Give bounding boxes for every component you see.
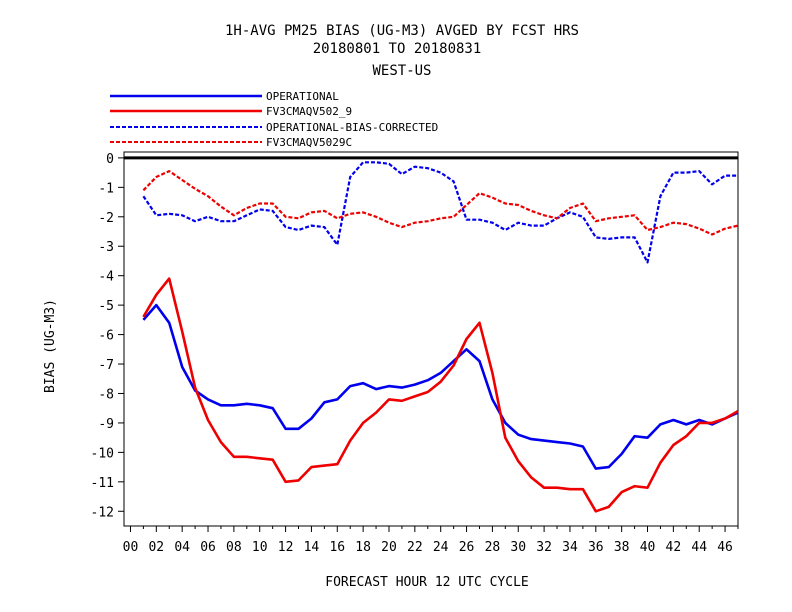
y-tick-label: -11 (91, 476, 114, 491)
y-tick-label: -5 (98, 299, 114, 314)
x-tick-label: 32 (536, 540, 552, 555)
x-axis-ticks: 00 02 04 06 08 10 12 14 16 18 20 22 24 26 28 30 32 34 36 38… (123, 526, 739, 555)
x-tick-label: 08 (226, 540, 242, 555)
chart-title-line-1: 1H-AVG PM25 BIAS (UG-M3) AVGED BY FCST H… (225, 23, 579, 39)
x-tick-label: 18 (355, 540, 371, 555)
legend-label: FV3CMAQV502_9 (266, 105, 352, 118)
series-lines (142, 161, 739, 513)
chart-title-line-3: WEST-US (372, 63, 431, 79)
y-tick-label: -10 (91, 446, 114, 461)
x-tick-label: 10 (252, 540, 268, 555)
x-tick-label: 28 (485, 540, 501, 555)
x-axis-label: FORECAST HOUR 12 UTC CYCLE (325, 575, 529, 590)
x-tick-label: 16 (329, 540, 345, 555)
plot-frame (123, 151, 739, 527)
x-tick-label: 36 (588, 540, 604, 555)
x-tick-label: 42 (666, 540, 682, 555)
series-line-1 (142, 303, 739, 470)
y-tick-label: -12 (91, 505, 114, 520)
chart-title: 1H-AVG PM25 BIAS (UG-M3) AVGED BY FCST H… (225, 23, 579, 79)
y-tick-label: -6 (98, 329, 114, 344)
y-tick-label: -9 (98, 417, 114, 432)
chart-title-line-2: 20180801 TO 20180831 (313, 41, 482, 57)
plot-area: 0 -1 -2 -3 -4 -5 -6 -7 -8 -9 -10 -11 -12 00 02 04 06 08 1… (91, 151, 739, 555)
x-tick-label: 00 (123, 540, 139, 555)
x-tick-label: 40 (640, 540, 656, 555)
series-line-2 (142, 277, 739, 513)
x-tick-label: 24 (433, 540, 449, 555)
x-tick-label: 34 (562, 540, 578, 555)
y-tick-label: -3 (98, 240, 114, 255)
x-tick-label: 20 (381, 540, 397, 555)
legend-label: OPERATIONAL (266, 90, 339, 103)
y-tick-label: -8 (98, 387, 114, 402)
x-tick-label: 30 (510, 540, 526, 555)
legend: OPERATIONAL FV3CMAQV502_9 OPERATIONAL-BIAS… (110, 90, 438, 149)
x-tick-label: 38 (614, 540, 630, 555)
legend-label: OPERATIONAL-BIAS-CORRECTED (266, 121, 438, 134)
y-axis-label: BIAS (UG-M3) (43, 299, 58, 393)
x-tick-label: 06 (200, 540, 216, 555)
y-tick-label: -2 (98, 211, 114, 226)
x-tick-label: 14 (304, 540, 320, 555)
y-tick-label: -1 (98, 181, 114, 196)
x-tick-label: 04 (174, 540, 190, 555)
series-line-3 (142, 161, 738, 264)
y-tick-label: -7 (98, 358, 114, 373)
y-tick-label: -4 (98, 270, 114, 285)
y-axis-ticks: 0 -1 -2 -3 -4 -5 -6 -7 -8 -9 -10 -11 -12 (91, 152, 124, 520)
x-tick-label: 44 (691, 540, 707, 555)
x-tick-label: 46 (717, 540, 733, 555)
legend-label: FV3CMAQV5029C (266, 136, 352, 149)
x-tick-label: 02 (148, 540, 164, 555)
x-tick-label: 12 (278, 540, 294, 555)
y-tick-label: 0 (106, 152, 114, 167)
x-tick-label: 22 (407, 540, 423, 555)
x-tick-label: 26 (459, 540, 475, 555)
series-line-4 (142, 170, 739, 236)
